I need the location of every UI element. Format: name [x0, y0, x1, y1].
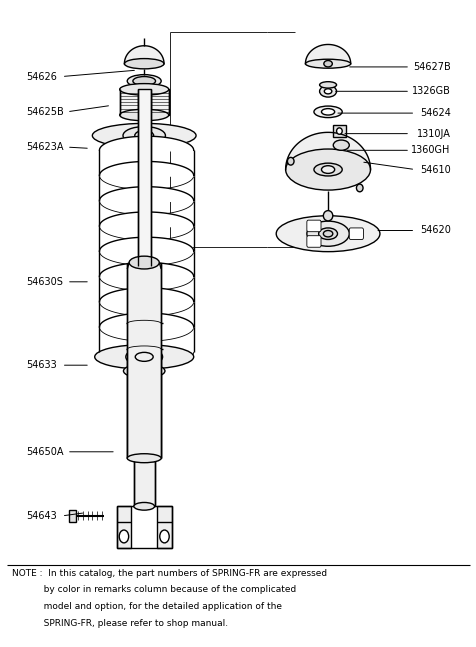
Ellipse shape: [285, 149, 370, 190]
Text: 1310JA: 1310JA: [416, 129, 450, 138]
Ellipse shape: [133, 76, 155, 85]
Text: 54610: 54610: [419, 164, 450, 175]
Text: 54630S: 54630S: [26, 277, 63, 287]
Ellipse shape: [323, 230, 332, 237]
Ellipse shape: [318, 228, 337, 239]
Ellipse shape: [306, 221, 348, 247]
Ellipse shape: [92, 124, 196, 148]
Circle shape: [119, 530, 129, 543]
Ellipse shape: [333, 140, 348, 150]
Polygon shape: [69, 510, 76, 522]
Polygon shape: [285, 133, 370, 170]
Ellipse shape: [319, 85, 336, 97]
Ellipse shape: [124, 59, 164, 69]
Text: 1326GB: 1326GB: [411, 86, 450, 96]
Ellipse shape: [321, 109, 334, 115]
Ellipse shape: [123, 364, 165, 378]
Text: 54626: 54626: [26, 72, 57, 82]
Ellipse shape: [336, 128, 341, 135]
Ellipse shape: [313, 163, 341, 176]
Ellipse shape: [305, 60, 350, 68]
Ellipse shape: [135, 131, 153, 140]
Text: 54625B: 54625B: [26, 107, 64, 117]
Polygon shape: [134, 461, 154, 507]
Polygon shape: [117, 507, 131, 548]
Ellipse shape: [95, 345, 193, 369]
Polygon shape: [137, 89, 150, 266]
Text: 54624: 54624: [419, 108, 450, 118]
Ellipse shape: [321, 166, 334, 173]
Circle shape: [159, 530, 169, 543]
Ellipse shape: [287, 157, 293, 165]
Ellipse shape: [129, 256, 159, 269]
Text: by color in remarks column because of the complicated: by color in remarks column because of th…: [12, 585, 296, 594]
Ellipse shape: [134, 503, 154, 510]
Text: 54633: 54633: [26, 360, 57, 370]
Ellipse shape: [323, 61, 332, 67]
Polygon shape: [119, 89, 169, 115]
Text: NOTE :  In this catalog, the part numbers of SPRING-FR are expressed: NOTE : In this catalog, the part numbers…: [12, 569, 327, 578]
Ellipse shape: [324, 89, 331, 94]
Ellipse shape: [127, 74, 161, 87]
Ellipse shape: [319, 82, 336, 88]
Text: model and option, for the detailed application of the: model and option, for the detailed appli…: [12, 602, 282, 611]
Text: 54623A: 54623A: [26, 142, 64, 152]
Ellipse shape: [135, 353, 153, 361]
Polygon shape: [124, 46, 164, 63]
Text: 1360GH: 1360GH: [410, 146, 450, 155]
Ellipse shape: [123, 127, 165, 144]
Text: SPRING-FR, please refer to shop manual.: SPRING-FR, please refer to shop manual.: [12, 619, 228, 628]
Text: 54620: 54620: [419, 226, 450, 236]
Ellipse shape: [119, 83, 169, 95]
Text: 54643: 54643: [26, 511, 57, 521]
Text: 54650A: 54650A: [26, 447, 64, 457]
Ellipse shape: [323, 211, 332, 221]
Ellipse shape: [313, 106, 341, 118]
FancyBboxPatch shape: [333, 125, 345, 137]
Ellipse shape: [127, 454, 161, 463]
FancyBboxPatch shape: [348, 228, 363, 239]
Ellipse shape: [276, 215, 379, 252]
Ellipse shape: [126, 348, 162, 366]
Polygon shape: [127, 263, 161, 458]
Text: 54627B: 54627B: [412, 62, 450, 72]
Polygon shape: [157, 507, 171, 548]
Ellipse shape: [356, 184, 362, 192]
FancyBboxPatch shape: [306, 220, 320, 232]
Polygon shape: [305, 45, 350, 63]
FancyBboxPatch shape: [306, 236, 320, 247]
Ellipse shape: [119, 109, 169, 121]
